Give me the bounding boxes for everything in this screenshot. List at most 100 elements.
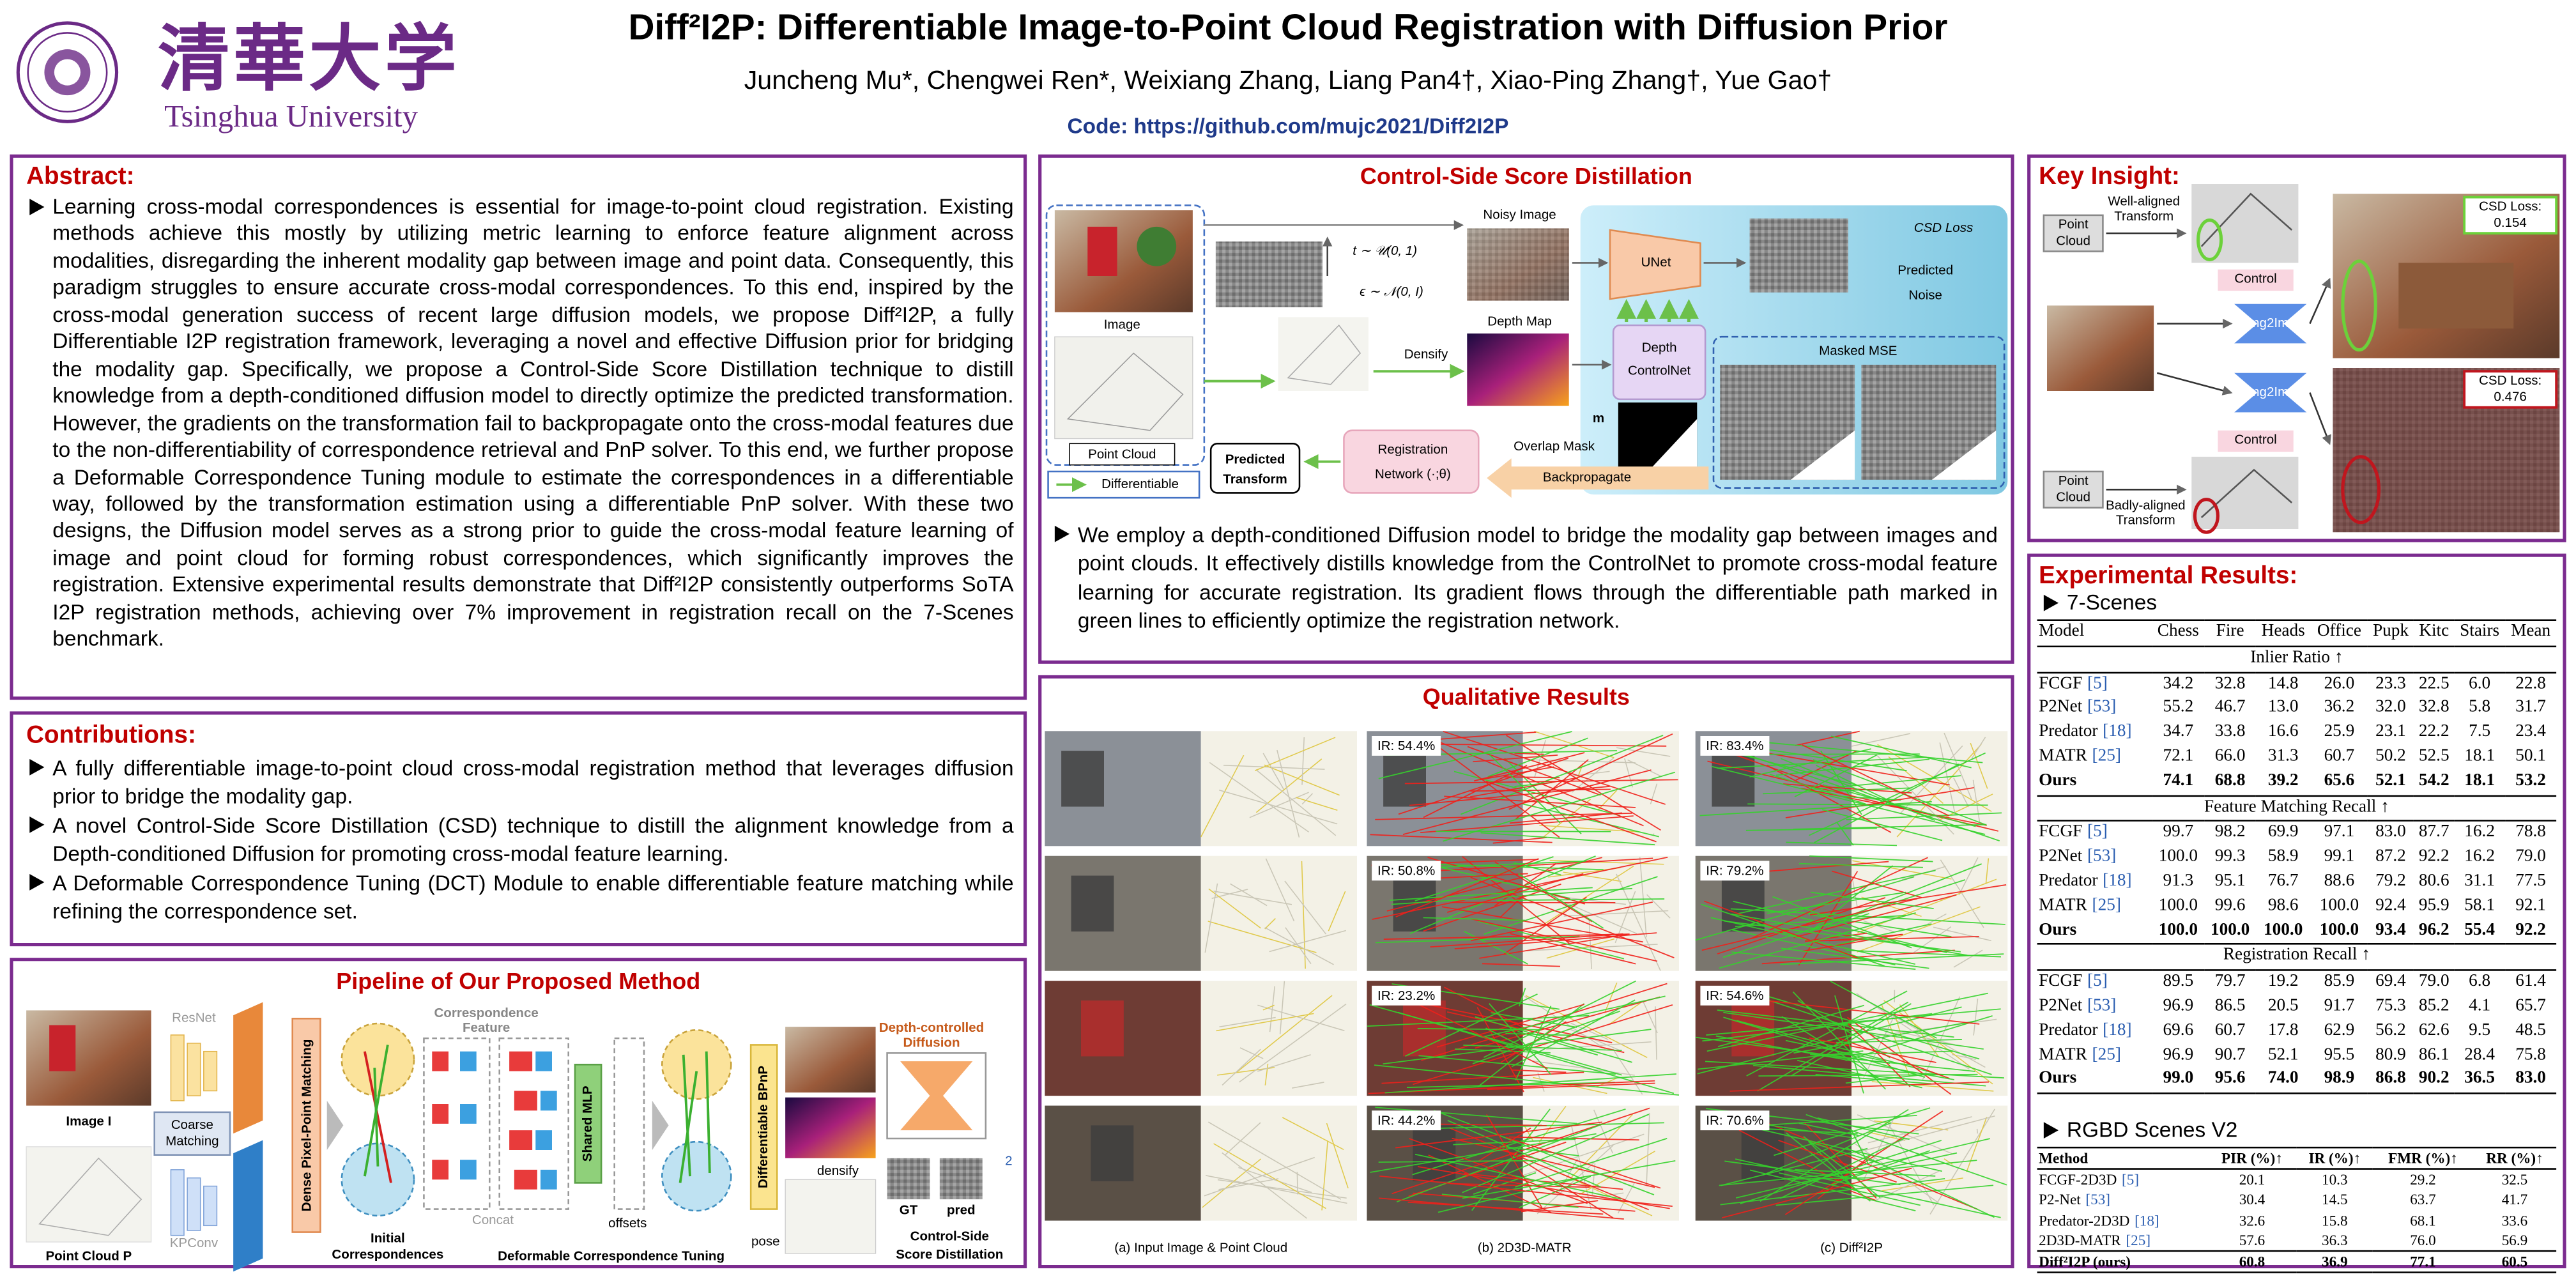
cell: 52.1 — [2267, 1045, 2299, 1064]
cell: 14.5 — [2322, 1192, 2348, 1209]
section-title: Registration Recall ↑ — [2223, 947, 2370, 965]
model-name: MATR — [2039, 1045, 2087, 1064]
cell: 99.1 — [2324, 848, 2355, 866]
model-name: 2D3D-MATR — [2039, 1232, 2121, 1248]
cell: 32.0 — [2375, 698, 2406, 717]
abstract-heading: Abstract: — [26, 162, 135, 191]
cell: 62.9 — [2324, 1021, 2355, 1040]
cell: 95.1 — [2214, 872, 2246, 891]
table-row: P2-Net [53] 30.4 14.5 63.7 41.7 — [2037, 1190, 2557, 1210]
section-title: Inlier Ratio ↑ — [2250, 648, 2343, 667]
section-row: Feature Matching Recall ↑ — [2037, 795, 2557, 822]
table-row: MATR [25] 96.9 90.7 52.1 95.5 80.9 86.1 28.4 75.8 — [2037, 1044, 2557, 1068]
cell: 86.8 — [2375, 1070, 2406, 1089]
citation: [5] — [2122, 1171, 2140, 1188]
cell: 39.2 — [2267, 772, 2299, 790]
cell: 89.5 — [2163, 972, 2194, 991]
column-header: Method — [2039, 1150, 2089, 1167]
cell: 100.0 — [2158, 921, 2198, 939]
cell: 18.1 — [2464, 747, 2495, 766]
csd-box: Control-Side Score Distillation We emplo… — [1038, 154, 2014, 664]
cell: 23.1 — [2375, 723, 2406, 742]
cell: 60.7 — [2214, 1021, 2246, 1040]
citation: [53] — [2087, 848, 2117, 866]
model-name: P2-Net — [2039, 1192, 2081, 1209]
cell: 6.0 — [2469, 674, 2491, 693]
model-cell: FCGF [5] — [2037, 821, 2152, 846]
cell: 5.8 — [2469, 698, 2491, 717]
column-header: Mean — [2511, 622, 2551, 641]
column-header: FMR (%)↑ — [2388, 1150, 2458, 1167]
cell: 77.5 — [2515, 872, 2546, 891]
cell: 16.6 — [2267, 723, 2299, 742]
cell: 41.7 — [2501, 1192, 2528, 1209]
cell: 80.9 — [2375, 1045, 2406, 1064]
cell: 31.3 — [2267, 747, 2299, 766]
model-name: P2Net — [2039, 848, 2083, 866]
cell: 86.1 — [2418, 1045, 2450, 1064]
citation: [25] — [2092, 1045, 2121, 1064]
table-row: Ours 100.0 100.0 100.0 100.0 93.4 96.2 55.4 92.2 — [2037, 919, 2557, 944]
cell: 95.9 — [2418, 896, 2450, 915]
cell: 60.8 — [2239, 1254, 2266, 1270]
cell: 58.1 — [2464, 896, 2495, 915]
column-header: Chess — [2157, 622, 2199, 641]
cell: 92.4 — [2375, 896, 2406, 915]
cell: 65.6 — [2324, 772, 2355, 790]
cell: 99.3 — [2214, 848, 2246, 866]
cell: 69.4 — [2375, 972, 2406, 991]
citation: [53] — [2087, 698, 2117, 717]
contribution-item: A fully differentiable image-to-point cl… — [26, 754, 1014, 809]
cell: 22.5 — [2418, 674, 2450, 693]
model-cell: P2Net [53] — [2037, 995, 2152, 1020]
cell: 20.5 — [2267, 997, 2299, 1016]
cell: 34.2 — [2163, 674, 2194, 693]
section-row: Inlier Ratio ↑ — [2037, 646, 2557, 672]
table-row: MATR [25] 72.1 66.0 31.3 60.7 50.2 52.5 18.1 50.1 — [2037, 746, 2557, 770]
cell: 50.1 — [2515, 747, 2546, 766]
cell: 9.5 — [2469, 1021, 2491, 1040]
cell: 80.6 — [2418, 872, 2450, 891]
cell: 7.5 — [2469, 723, 2491, 742]
cell: 6.8 — [2469, 972, 2491, 991]
citation: [5] — [2087, 824, 2108, 842]
cell: 56.2 — [2375, 1021, 2406, 1040]
table-row: Predator [18] 69.6 60.7 17.8 62.9 56.2 62.6 9.5 4… — [2037, 1020, 2557, 1044]
cell: 68.8 — [2214, 772, 2246, 790]
table-row: Ours 74.1 68.8 39.2 65.6 52.1 54.2 18.1 53.2 — [2037, 770, 2557, 795]
cell: 32.8 — [2418, 698, 2450, 717]
rgbd-table: Method PIR (%)↑ IR (%)↑ FMR (%)↑ RR (%)↑ FCGF… — [2037, 1147, 2557, 1274]
cell: 85.9 — [2324, 972, 2355, 991]
university: Tsinghua University — [164, 100, 418, 135]
citation: [18] — [2103, 723, 2132, 742]
csd-title: Control-Side Score Distillation — [1360, 162, 1692, 189]
table-row: 2D3D-MATR [25] 57.6 36.3 76.0 56.9 — [2037, 1230, 2557, 1252]
cell: 58.9 — [2267, 848, 2299, 866]
cell: 90.2 — [2418, 1070, 2450, 1089]
cell: 93.4 — [2375, 921, 2406, 939]
model-cell: Diff²I2P (ours) — [2037, 1251, 2208, 1273]
abstract-box: Abstract: Learning cross-modal correspon… — [10, 154, 1027, 700]
table-row: Diff²I2P (ours) 60.8 36.9 77.1 60.5 — [2037, 1251, 2557, 1273]
cell: 17.8 — [2267, 1021, 2299, 1040]
cell: 77.1 — [2410, 1254, 2436, 1270]
cell: 79.2 — [2375, 872, 2406, 891]
cell: 23.4 — [2515, 723, 2546, 742]
cell: 16.2 — [2464, 824, 2495, 842]
cell: 33.8 — [2214, 723, 2246, 742]
cell: 99.0 — [2163, 1070, 2194, 1089]
cell: 98.2 — [2214, 824, 2246, 842]
citation: [18] — [2135, 1211, 2159, 1229]
cell: 36.5 — [2464, 1070, 2495, 1089]
cell: 36.9 — [2322, 1254, 2348, 1270]
cell: 31.1 — [2464, 872, 2495, 891]
cell: 25.9 — [2324, 723, 2355, 742]
cell: 33.6 — [2501, 1211, 2528, 1229]
cell: 97.1 — [2324, 824, 2355, 842]
cell: 69.6 — [2163, 1021, 2194, 1040]
cell: 92.2 — [2418, 848, 2450, 866]
section-row: Registration Recall ↑ — [2037, 944, 2557, 970]
cell: 34.7 — [2163, 723, 2194, 742]
cell: 76.0 — [2410, 1232, 2436, 1248]
cell: 92.1 — [2515, 896, 2546, 915]
